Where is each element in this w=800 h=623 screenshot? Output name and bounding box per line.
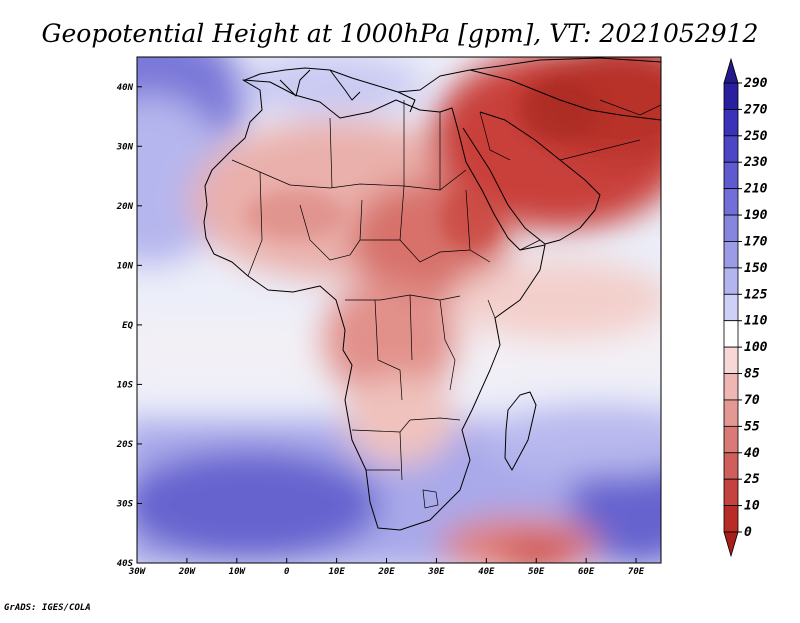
colorbar-label: 190 [744, 208, 768, 223]
colorbar-swatch [723, 241, 739, 269]
x-axis: 30W 20W 10W 0 10E 20E 30E 40E 50E 60E 70E [128, 558, 645, 577]
colorbar-label: 0 [744, 525, 752, 540]
x-tick-label: 40E [478, 567, 495, 577]
y-tick-label: 10N [117, 261, 134, 271]
coastlines [203, 57, 661, 531]
colorbar-swatch [723, 293, 739, 322]
y-tick-label: 40S [117, 559, 134, 569]
colorbar-min-arrow [723, 531, 739, 558]
colorbar-swatch [723, 346, 739, 374]
x-tick-label: 10W [229, 567, 247, 577]
colorbar-swatch [723, 214, 739, 242]
colorbar-label: 85 [744, 367, 760, 382]
colorbar-label: 25 [743, 472, 760, 487]
colorbar-label: 125 [744, 287, 768, 302]
colorbar-label: 250 [743, 129, 768, 144]
x-tick-label: 0 [284, 567, 290, 577]
colorbar-label: 170 [744, 234, 768, 249]
colorbar-swatch [723, 478, 739, 506]
colorbar-label: 230 [743, 155, 768, 170]
colorbar-label: 70 [744, 393, 760, 408]
colorbar-swatch [723, 109, 739, 137]
colorbar-swatch [723, 267, 739, 295]
x-tick-label: 20E [377, 567, 395, 577]
y-tick-label: 30S [116, 499, 134, 509]
x-tick-label: 50E [528, 567, 545, 577]
y-axis: 40N 30N 20N 10N EQ 10S 20S 30S 40S [116, 83, 142, 569]
colorbar-max-arrow [723, 57, 739, 84]
colorbar-label: 10 [744, 499, 760, 514]
y-tick-label: 10S [117, 380, 134, 390]
colorbar-swatch [723, 505, 739, 533]
colorbar-swatch [723, 320, 739, 348]
colorbar-swatch [723, 82, 739, 110]
y-tick-label: 40N [117, 83, 134, 93]
y-tick-label: 20N [116, 202, 134, 212]
map-frame [136, 56, 662, 564]
chart-title: Geopotential Height at 1000hPa [gpm], VT… [42, 19, 759, 48]
colorbar-swatch [723, 373, 739, 401]
colorbar-label: 290 [743, 76, 768, 91]
colorbar-swatch [723, 399, 739, 427]
colorbar-label: 110 [744, 314, 768, 329]
credit-text: GrADS: IGES/COLA [4, 603, 91, 613]
country-borders [231, 99, 661, 509]
colorbar-swatch [723, 452, 739, 480]
height-field [137, 57, 661, 563]
colorbar-label: 150 [744, 261, 768, 276]
colorbar-label: 40 [744, 446, 760, 461]
x-tick-label: 30E [427, 567, 445, 577]
y-tick-label: 20S [116, 440, 134, 450]
colorbar-swatch [723, 425, 739, 454]
y-tick-label: EQ [122, 321, 133, 331]
x-tick-label: 20W [178, 567, 197, 577]
y-tick-label: 30N [116, 142, 134, 152]
x-tick-label: 70E [628, 567, 645, 577]
colorbar: 2902702502302101901701501251101008570554… [723, 57, 768, 558]
colorbar-swatch [723, 135, 739, 163]
x-tick-label: 10E [328, 567, 345, 577]
x-tick-label: 30W [128, 567, 147, 577]
colorbar-label: 210 [743, 182, 768, 197]
colorbar-swatch [723, 161, 739, 190]
colorbar-label: 55 [744, 419, 760, 434]
x-tick-label: 60E [578, 567, 595, 577]
colorbar-swatch [723, 188, 739, 216]
colorbar-label: 100 [744, 340, 768, 355]
colorbar-label: 270 [743, 102, 768, 117]
